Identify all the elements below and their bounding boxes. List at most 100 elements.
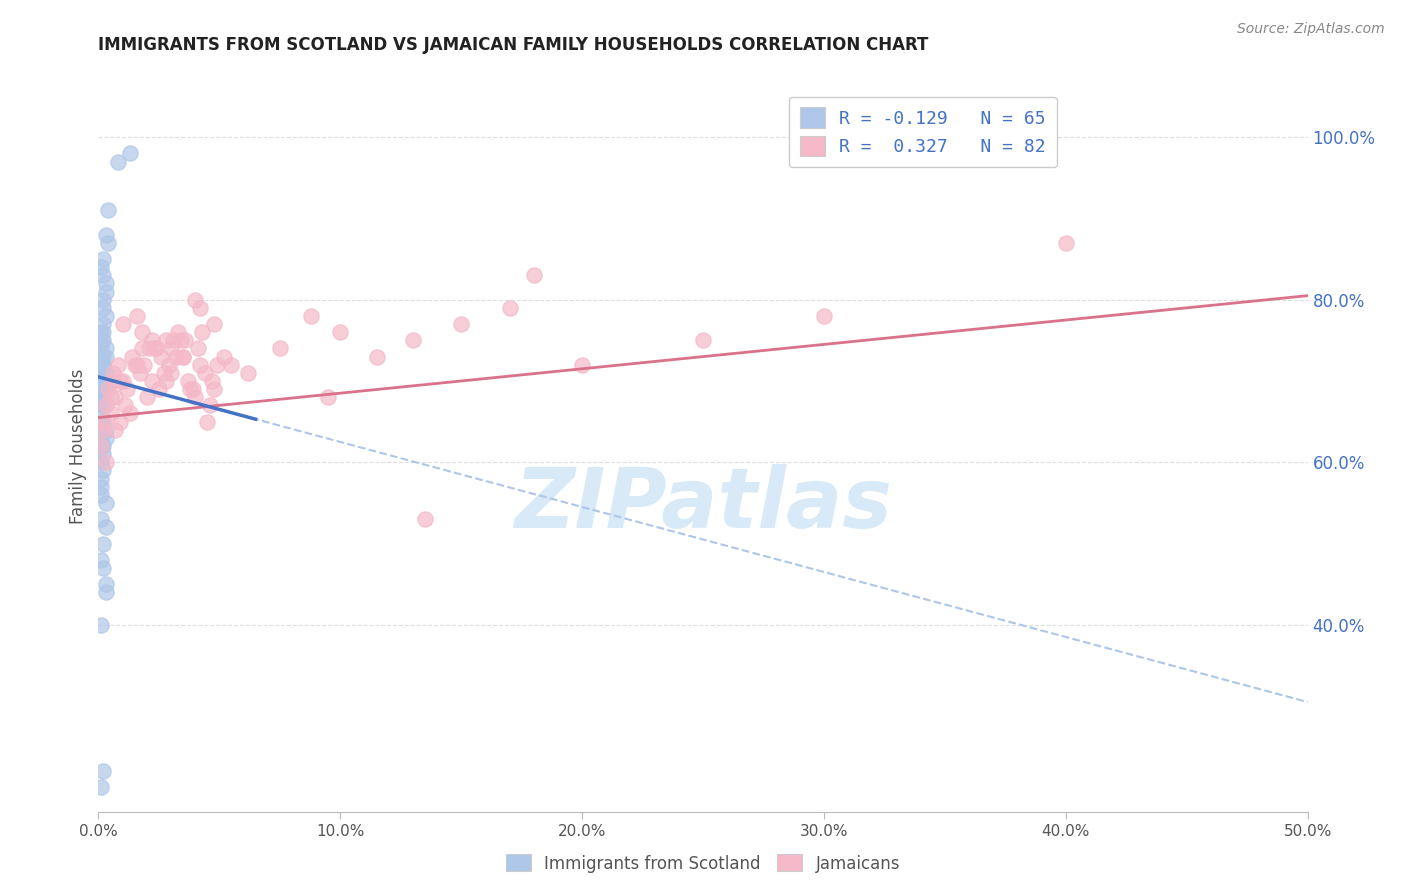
Point	[91, 398, 114, 412]
Point	[94, 585, 117, 599]
Point	[90, 455, 112, 469]
Point	[212, 350, 235, 364]
Text: IMMIGRANTS FROM SCOTLAND VS JAMAICAN FAMILY HOUSEHOLDS CORRELATION CHART: IMMIGRANTS FROM SCOTLAND VS JAMAICAN FAM…	[98, 36, 929, 54]
Point	[90, 358, 112, 372]
Point	[90, 488, 112, 502]
Point	[181, 382, 204, 396]
Point	[91, 398, 114, 412]
Point	[157, 358, 180, 372]
Point	[90, 553, 112, 567]
Point	[94, 423, 117, 437]
Point	[571, 358, 593, 372]
Point	[145, 342, 167, 356]
Point	[134, 358, 156, 372]
Point	[90, 512, 112, 526]
Point	[90, 390, 112, 404]
Point	[91, 423, 114, 437]
Point	[90, 439, 112, 453]
Point	[160, 366, 183, 380]
Point	[184, 390, 207, 404]
Point	[94, 382, 117, 396]
Y-axis label: Family Households: Family Households	[69, 368, 87, 524]
Point	[91, 415, 114, 429]
Text: ZIPatlas: ZIPatlas	[515, 464, 891, 545]
Point	[94, 366, 117, 380]
Point	[114, 398, 136, 412]
Point	[269, 342, 291, 356]
Point	[124, 358, 146, 372]
Point	[127, 358, 149, 372]
Point	[91, 536, 114, 550]
Point	[107, 154, 129, 169]
Point	[91, 423, 114, 437]
Point	[205, 358, 228, 372]
Point	[90, 342, 112, 356]
Point	[188, 301, 211, 315]
Point	[90, 325, 112, 339]
Point	[91, 415, 114, 429]
Point	[91, 764, 114, 778]
Point	[94, 496, 117, 510]
Point	[101, 366, 124, 380]
Point	[94, 431, 117, 445]
Point	[91, 358, 114, 372]
Point	[94, 374, 117, 388]
Text: Source: ZipAtlas.com: Source: ZipAtlas.com	[1237, 22, 1385, 37]
Point	[187, 342, 209, 356]
Point	[91, 325, 114, 339]
Point	[131, 325, 153, 339]
Point	[91, 390, 114, 404]
Point	[94, 455, 117, 469]
Point	[91, 358, 114, 372]
Point	[94, 350, 117, 364]
Point	[299, 309, 322, 323]
Point	[91, 366, 114, 380]
Point	[91, 366, 114, 380]
Point	[1054, 235, 1077, 250]
Point	[165, 350, 187, 364]
Point	[143, 342, 166, 356]
Point	[204, 317, 226, 331]
Point	[91, 350, 114, 364]
Point	[94, 398, 117, 412]
Point	[90, 407, 112, 421]
Point	[94, 285, 117, 299]
Point	[148, 382, 170, 396]
Point	[104, 423, 127, 437]
Point	[195, 415, 218, 429]
Point	[167, 325, 190, 339]
Point	[135, 390, 157, 404]
Point	[179, 382, 201, 396]
Point	[91, 463, 114, 477]
Point	[91, 268, 114, 283]
Point	[90, 260, 112, 275]
Point	[194, 366, 217, 380]
Point	[90, 374, 112, 388]
Point	[90, 471, 112, 485]
Point	[329, 325, 352, 339]
Point	[90, 431, 112, 445]
Point	[90, 415, 112, 429]
Point	[141, 374, 163, 388]
Point	[402, 334, 425, 348]
Point	[91, 293, 114, 307]
Point	[692, 334, 714, 348]
Point	[100, 390, 122, 404]
Point	[177, 374, 200, 388]
Point	[204, 382, 226, 396]
Point	[188, 358, 211, 372]
Point	[155, 374, 177, 388]
Point	[221, 358, 243, 372]
Point	[94, 227, 117, 242]
Point	[107, 358, 129, 372]
Point	[90, 439, 112, 453]
Point	[97, 235, 120, 250]
Point	[111, 374, 134, 388]
Point	[162, 334, 184, 348]
Point	[91, 447, 114, 461]
Point	[90, 334, 112, 348]
Point	[118, 407, 141, 421]
Point	[172, 350, 194, 364]
Point	[152, 366, 174, 380]
Point	[108, 374, 131, 388]
